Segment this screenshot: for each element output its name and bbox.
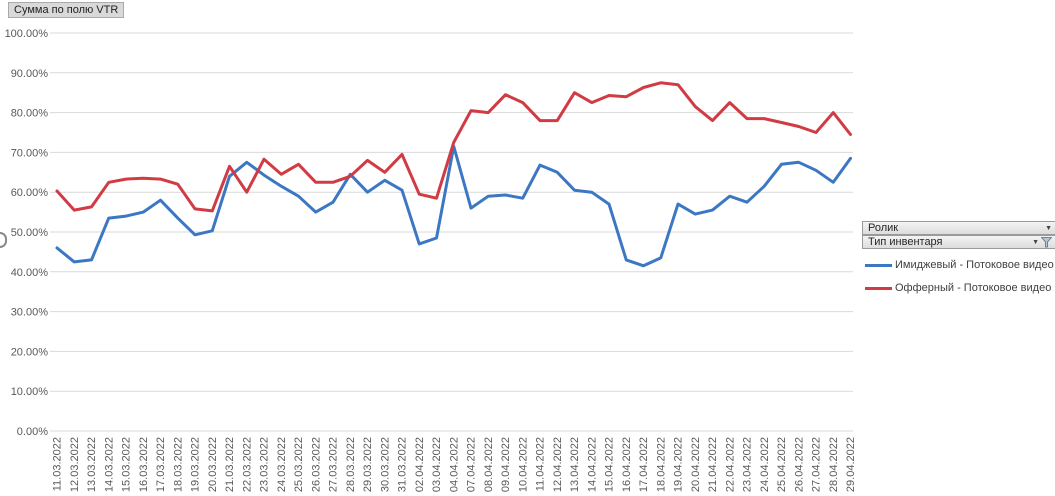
x-axis-tick-label: 13.03.2022 bbox=[86, 437, 98, 492]
x-axis-tick-label: 08.04.2022 bbox=[483, 437, 495, 492]
x-axis-tick-label: 29.04.2022 bbox=[845, 437, 857, 492]
x-axis-tick-label: 12.04.2022 bbox=[552, 437, 564, 492]
clipped-edge-artifact bbox=[0, 232, 7, 248]
x-axis-tick-label: 25.03.2022 bbox=[293, 437, 305, 492]
legend-line-blue bbox=[865, 263, 892, 267]
x-axis-tick-label: 18.03.2022 bbox=[172, 437, 184, 492]
filter-icon bbox=[1041, 236, 1052, 247]
x-axis-tick-label: 17.04.2022 bbox=[638, 437, 650, 492]
field-button-tip-inventarya-label: Тип инвентаря bbox=[868, 236, 943, 248]
y-axis-tick-label: 0.00% bbox=[17, 426, 48, 438]
x-axis-tick-label: 31.03.2022 bbox=[397, 437, 409, 492]
legend-line-red bbox=[865, 286, 892, 290]
x-axis-tick-label: 24.04.2022 bbox=[759, 437, 771, 492]
x-axis-tick-label: 10.04.2022 bbox=[517, 437, 529, 492]
series-line-0 bbox=[55, 144, 852, 268]
x-axis-tick-label: 09.04.2022 bbox=[500, 437, 512, 492]
legend-item-imidzhevyj: Имиджевый - Потоковое видео bbox=[865, 258, 1054, 272]
y-axis-tick-label: 20.00% bbox=[11, 346, 49, 358]
x-axis-tick-label: 07.04.2022 bbox=[466, 437, 478, 492]
value-field-label: Сумма по полю VTR bbox=[14, 4, 119, 16]
y-axis-tick-label: 40.00% bbox=[11, 267, 49, 279]
x-axis-tick-label: 26.03.2022 bbox=[310, 437, 322, 492]
x-axis-tick-label: 22.03.2022 bbox=[241, 437, 253, 492]
field-button-rolik[interactable]: Ролик ▼ bbox=[862, 221, 1055, 235]
x-axis-tick-label: 11.04.2022 bbox=[535, 437, 547, 491]
value-field-button[interactable]: Сумма по полю VTR bbox=[8, 2, 125, 18]
x-axis-tick-label: 26.04.2022 bbox=[793, 437, 805, 492]
x-axis-tick-label: 27.03.2022 bbox=[328, 437, 340, 492]
legend-label: Офферный - Потоковое видео bbox=[895, 282, 1052, 294]
y-axis-tick-label: 80.00% bbox=[11, 108, 49, 120]
x-axis-tick-label: 25.04.2022 bbox=[776, 437, 788, 492]
y-axis-tick-label: 100.00% bbox=[5, 28, 49, 40]
x-axis-tick-label: 28.03.2022 bbox=[345, 437, 357, 492]
x-axis-tick-label: 16.03.2022 bbox=[138, 437, 150, 492]
x-axis-tick-label: 29.03.2022 bbox=[362, 437, 374, 492]
x-axis-tick-label: 23.03.2022 bbox=[259, 437, 271, 492]
x-axis-tick-label: 28.04.2022 bbox=[828, 437, 840, 492]
y-axis-tick-label: 10.00% bbox=[11, 386, 49, 398]
legend-item-offernyj: Офферный - Потоковое видео bbox=[865, 281, 1051, 295]
legend-label: Имиджевый - Потоковое видео bbox=[895, 259, 1054, 271]
y-axis-tick-label: 60.00% bbox=[11, 187, 49, 199]
x-axis-tick-label: 19.04.2022 bbox=[673, 437, 685, 492]
chevron-down-icon[interactable]: ▼ bbox=[1032, 238, 1039, 246]
field-button-tip-inventarya[interactable]: Тип инвентаря ▼ bbox=[862, 235, 1055, 249]
x-axis-tick-label: 17.03.2022 bbox=[155, 437, 167, 492]
series-line-1 bbox=[55, 81, 852, 213]
x-axis-tick-label: 19.03.2022 bbox=[190, 437, 202, 492]
x-axis-tick-label: 04.04.2022 bbox=[448, 437, 460, 492]
x-axis-tick-label: 15.03.2022 bbox=[121, 437, 133, 492]
x-axis-tick-label: 30.03.2022 bbox=[379, 437, 391, 492]
x-axis-tick-label: 13.04.2022 bbox=[569, 437, 581, 492]
x-axis-tick-label: 20.04.2022 bbox=[690, 437, 702, 492]
y-axis-tick-label: 90.00% bbox=[11, 68, 49, 80]
chevron-down-icon[interactable]: ▼ bbox=[1045, 224, 1052, 232]
field-button-rolik-label: Ролик bbox=[868, 222, 899, 234]
x-axis-tick-label: 21.04.2022 bbox=[707, 437, 719, 492]
x-axis-tick-label: 18.04.2022 bbox=[655, 437, 667, 492]
x-axis-tick-label: 20.03.2022 bbox=[207, 437, 219, 492]
x-axis-tick-label: 14.03.2022 bbox=[103, 437, 115, 492]
y-axis-tick-label: 50.00% bbox=[11, 227, 49, 239]
y-axis-tick-label: 30.00% bbox=[11, 307, 49, 319]
x-axis-tick-label: 16.04.2022 bbox=[621, 437, 633, 492]
x-axis-tick-label: 24.03.2022 bbox=[276, 437, 288, 492]
x-axis-tick-label: 23.04.2022 bbox=[742, 437, 754, 492]
x-axis-tick-label: 11.03.2022 bbox=[52, 437, 64, 491]
x-axis-tick-label: 02.04.2022 bbox=[414, 437, 426, 492]
x-axis-tick-label: 03.04.2022 bbox=[431, 437, 443, 492]
x-axis-tick-label: 12.03.2022 bbox=[69, 437, 81, 492]
x-axis-tick-label: 22.04.2022 bbox=[724, 437, 736, 492]
x-axis-tick-label: 14.04.2022 bbox=[586, 437, 598, 492]
x-axis-tick-label: 21.03.2022 bbox=[224, 437, 236, 492]
x-axis-tick-label: 15.04.2022 bbox=[604, 437, 616, 492]
y-axis-tick-label: 70.00% bbox=[11, 147, 49, 159]
x-axis-tick-label: 27.04.2022 bbox=[811, 437, 823, 492]
